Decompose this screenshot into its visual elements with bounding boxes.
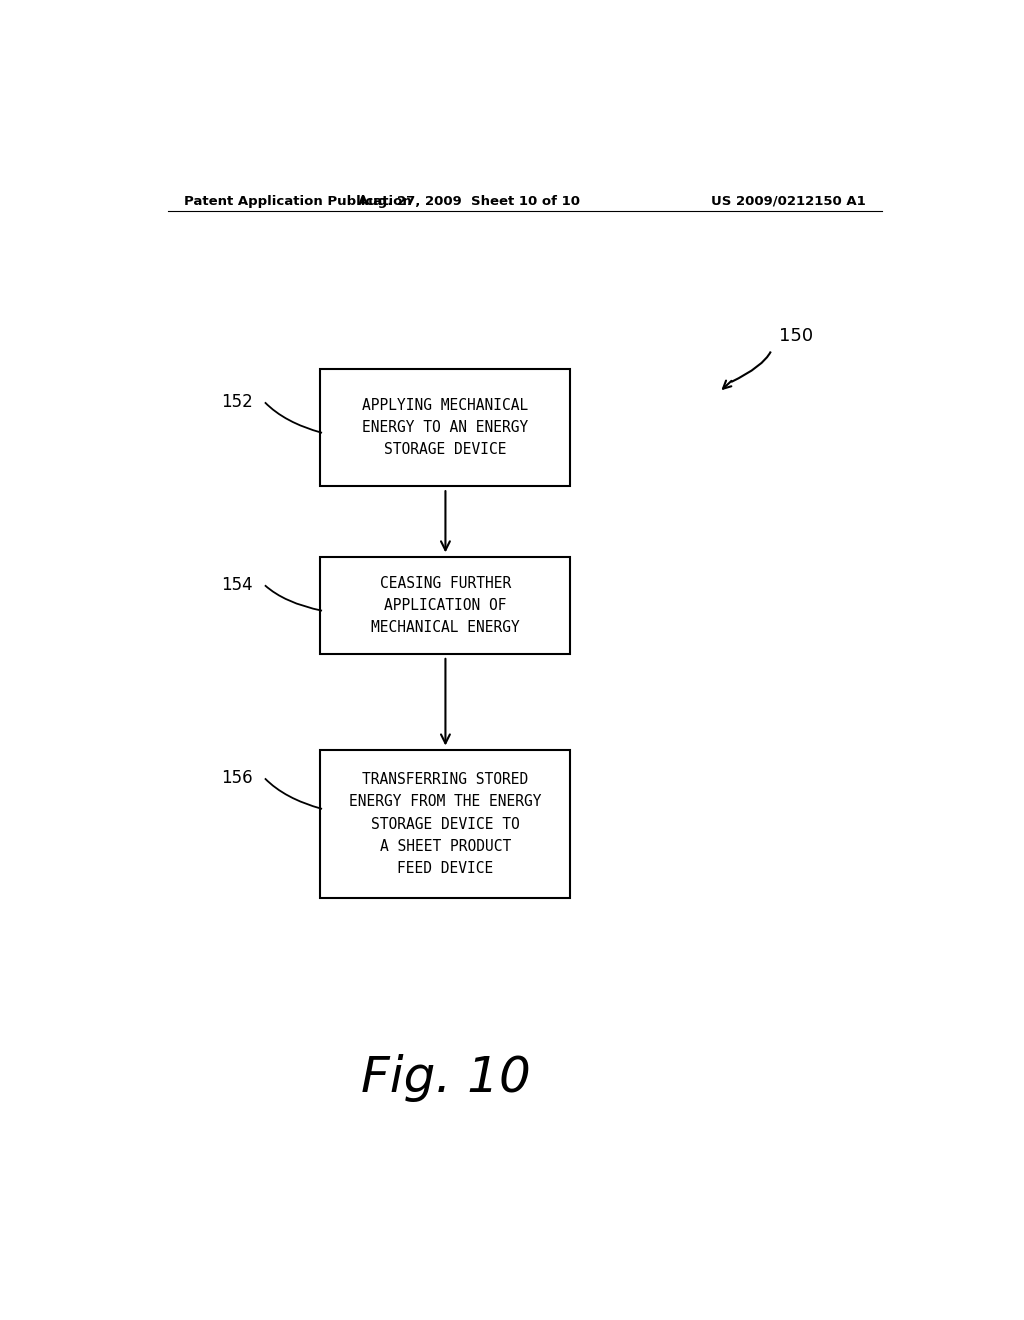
Text: US 2009/0212150 A1: US 2009/0212150 A1 xyxy=(712,194,866,207)
Text: Fig. 10: Fig. 10 xyxy=(360,1055,530,1102)
Text: CEASING FURTHER
APPLICATION OF
MECHANICAL ENERGY: CEASING FURTHER APPLICATION OF MECHANICA… xyxy=(371,576,520,635)
Bar xyxy=(321,370,570,486)
Text: 150: 150 xyxy=(778,327,813,346)
Text: Aug. 27, 2009  Sheet 10 of 10: Aug. 27, 2009 Sheet 10 of 10 xyxy=(358,194,581,207)
Text: 152: 152 xyxy=(221,393,253,412)
Bar xyxy=(321,557,570,653)
Bar xyxy=(321,751,570,898)
Text: 154: 154 xyxy=(221,577,253,594)
Text: 156: 156 xyxy=(221,770,253,788)
Text: APPLYING MECHANICAL
ENERGY TO AN ENERGY
STORAGE DEVICE: APPLYING MECHANICAL ENERGY TO AN ENERGY … xyxy=(362,399,528,458)
Text: Patent Application Publication: Patent Application Publication xyxy=(183,194,412,207)
Text: TRANSFERRING STORED
ENERGY FROM THE ENERGY
STORAGE DEVICE TO
A SHEET PRODUCT
FEE: TRANSFERRING STORED ENERGY FROM THE ENER… xyxy=(349,772,542,876)
